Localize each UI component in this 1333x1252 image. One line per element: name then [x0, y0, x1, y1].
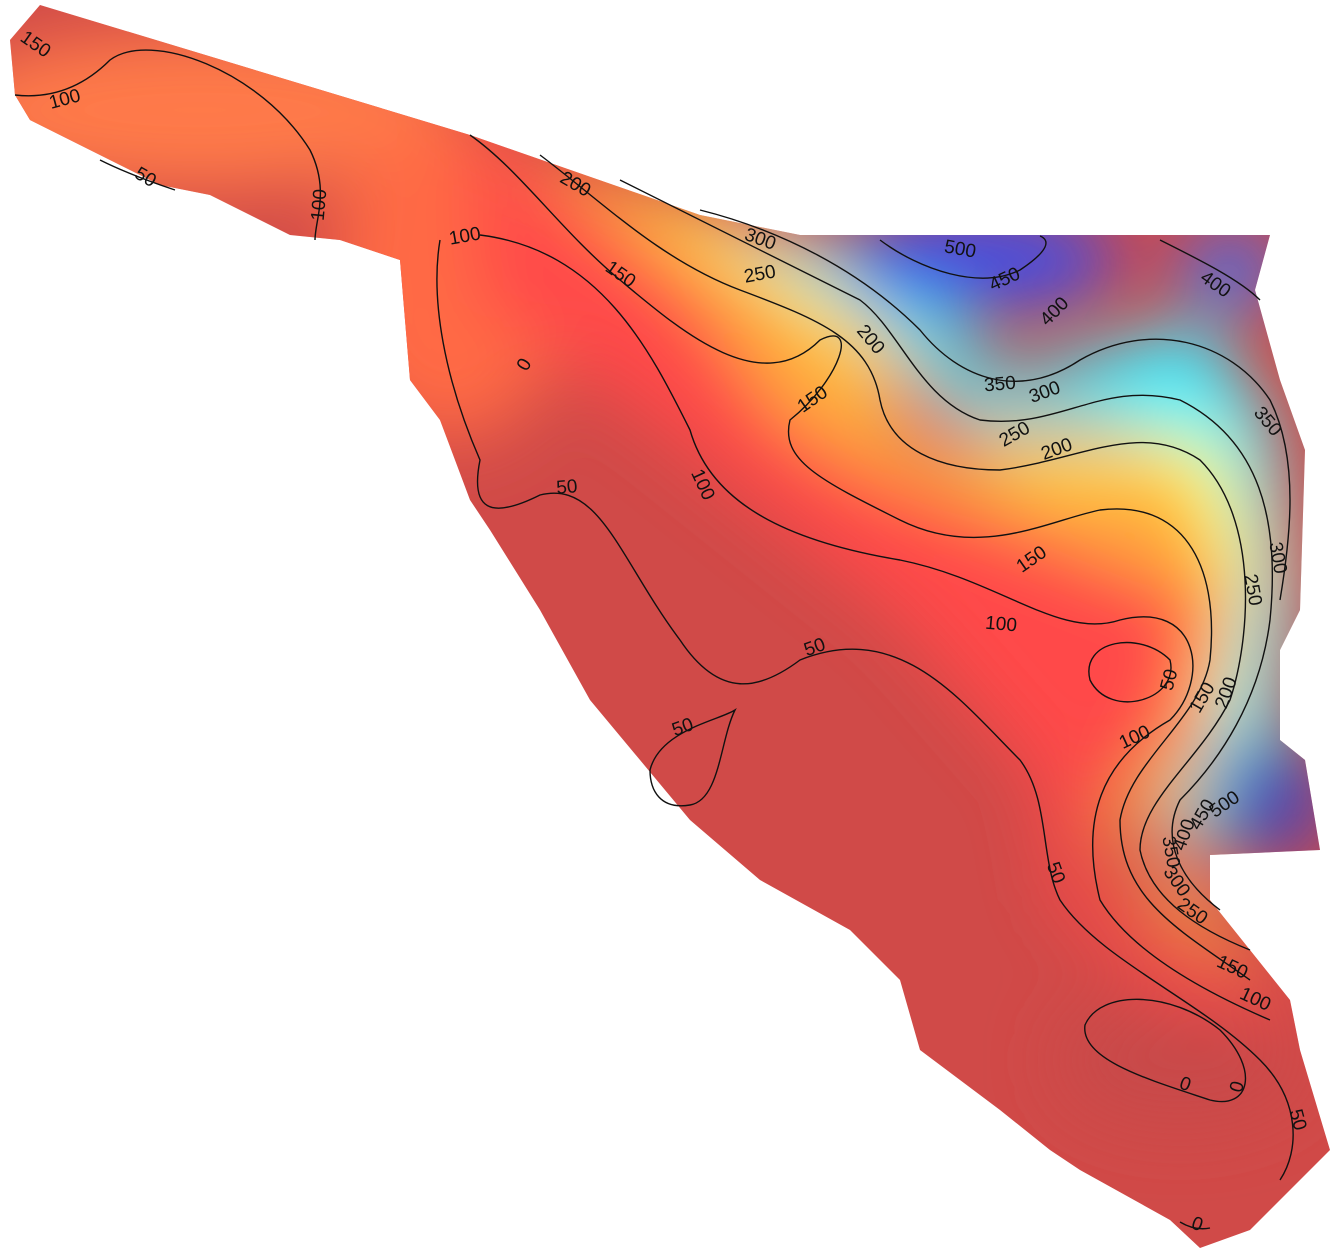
contour-line	[1179, 1221, 1211, 1230]
contour-line	[879, 235, 1047, 279]
contour-line	[469, 134, 1251, 981]
contour-line	[619, 179, 1274, 911]
contour-line	[699, 209, 1291, 601]
contour-label: 50	[556, 476, 579, 499]
contour-line	[99, 159, 176, 191]
contour-line	[436, 239, 1294, 1181]
contour-line	[14, 49, 322, 241]
contour-line	[649, 707, 737, 807]
contour-line	[479, 234, 1271, 1021]
contour-label: 100	[308, 188, 332, 221]
contour-label: 100	[984, 613, 1017, 637]
contour-label: 0	[1226, 1079, 1249, 1095]
contour-label: 350	[983, 373, 1016, 397]
contour-line	[1088, 641, 1172, 703]
contour-line	[1084, 998, 1247, 1103]
contour-line	[1159, 239, 1261, 301]
contour-lines	[14, 49, 1294, 1230]
contour-line	[539, 154, 1251, 951]
